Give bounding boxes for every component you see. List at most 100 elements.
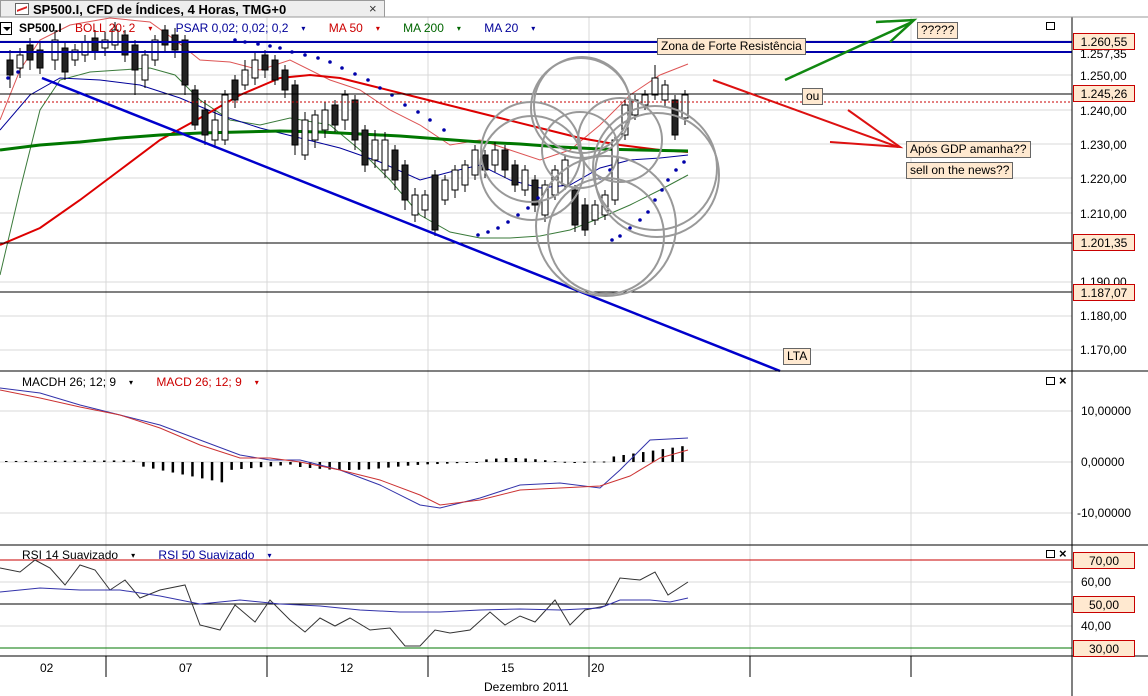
candle-body: [591, 204, 599, 221]
candle-body: [441, 179, 449, 201]
candle-body: [261, 54, 269, 71]
candle-body: [151, 39, 159, 61]
candle-body: [181, 39, 189, 86]
arrow-up-line: [784, 20, 913, 82]
psar-dot: [526, 206, 530, 210]
price-axis-partial-tick: 1.257,35: [1080, 47, 1127, 61]
price-axis-tick: 1.170,00: [1080, 343, 1127, 357]
question-label[interactable]: ?????: [917, 22, 959, 39]
psar-dot: [6, 76, 10, 80]
candle-body: [351, 99, 359, 141]
candle-body: [341, 94, 349, 121]
legend-psar[interactable]: PSAR 0,02; 0,02; 0,2 ▾: [175, 21, 306, 35]
candle-body: [521, 169, 529, 191]
macd-histogram-bar: [651, 450, 655, 462]
macd-pane-close-icon[interactable]: ×: [1059, 373, 1067, 388]
macd-histogram-bar: [24, 460, 28, 462]
candle-body: [531, 179, 539, 206]
psar-dot: [16, 70, 20, 74]
psar-dot: [340, 66, 344, 70]
legend-symbol[interactable]: SP500.I: [19, 21, 62, 35]
macd-histogram-bar: [250, 462, 253, 469]
candle-body: [331, 104, 339, 126]
close-icon[interactable]: ×: [369, 1, 377, 16]
legend-rsi50[interactable]: RSI 50 Suavizado ▾: [158, 548, 272, 562]
sell-news-label[interactable]: sell on the news??: [906, 162, 1014, 179]
psar-dot: [476, 233, 480, 237]
pane-frames: [0, 16, 1148, 696]
macd-histogram-bar: [73, 460, 77, 462]
macd-axis-tick: -10,00000: [1077, 506, 1132, 520]
time-axis-month: Dezembro 2011: [484, 680, 569, 694]
psar-dot: [674, 168, 678, 172]
macd-histogram-bar: [161, 462, 165, 471]
or-label[interactable]: ou: [802, 88, 824, 105]
candle-body: [571, 189, 579, 226]
symbol-selector-icon[interactable]: [0, 22, 12, 35]
candle-body: [501, 149, 509, 171]
macd-signal-line: [0, 387, 689, 509]
ma200-line: [0, 129, 689, 153]
macd-histogram-bar: [357, 462, 361, 470]
time-axis-tick: 07: [179, 661, 193, 675]
macd-line: [0, 389, 689, 506]
psar-dot: [660, 188, 664, 192]
legend-macdh[interactable]: MACDH 26; 12; 9 ▾: [22, 375, 134, 389]
legend-rsi14[interactable]: RSI 14 Suavizado ▾: [22, 548, 136, 562]
macd-histogram-bar: [259, 462, 263, 468]
psar-dot: [416, 110, 420, 114]
macd-histogram-bar: [553, 461, 557, 463]
legend-ma20[interactable]: MA 20 ▾: [484, 21, 536, 35]
rsi50-line: [0, 587, 689, 613]
macd-histogram-bar: [289, 462, 292, 465]
candle-body: [421, 194, 429, 211]
psar-dot: [506, 220, 510, 224]
legend-ma200[interactable]: MA 200 ▾: [403, 21, 461, 35]
highlight-circle: [535, 155, 677, 297]
macd-histogram-bar: [465, 462, 469, 463]
price-level-box: 1.260,55: [1073, 33, 1135, 50]
candle-body: [221, 94, 229, 141]
psar-dot: [303, 53, 307, 57]
candle-body: [121, 34, 129, 56]
resistance-zone-label[interactable]: Zona de Forte Resistência: [657, 38, 806, 55]
rsi-pane-maximize-icon[interactable]: [1046, 550, 1055, 558]
macd-histogram-bar: [308, 462, 312, 468]
macd-histogram-bar: [485, 459, 488, 462]
rsi-pane-close-icon[interactable]: ×: [1059, 546, 1067, 561]
legend-boll[interactable]: BOLL 20; 2 ▾: [75, 21, 153, 35]
psar-dot: [496, 226, 500, 230]
candle-body: [61, 47, 69, 73]
candle-body: [431, 174, 439, 231]
psar-dot: [328, 60, 332, 64]
macd-pane-maximize-icon[interactable]: [1046, 377, 1055, 385]
gdp-question-label[interactable]: Após GDP amanha??: [906, 141, 1031, 158]
trendline-label[interactable]: LTA: [783, 348, 812, 365]
macd-histogram-bar: [142, 462, 145, 467]
time-axis-tick: 20: [591, 661, 605, 675]
macd-histogram-bar: [534, 459, 537, 462]
chart-icon: [15, 3, 29, 15]
macd-histogram-bar: [622, 454, 625, 462]
legend-macd[interactable]: MACD 26; 12; 9 ▾: [156, 375, 259, 389]
psar-dot: [638, 218, 642, 222]
macd-histogram-bar: [593, 461, 596, 463]
macd-histogram-bar: [132, 460, 135, 462]
highlight-circle: [592, 105, 718, 231]
candle-body: [191, 89, 199, 126]
chart-title-tab[interactable]: SP500.I, CFD de Índices, 4 Horas, TMG+0 …: [0, 0, 385, 17]
candle-body: [381, 139, 389, 171]
macd-histogram-bar: [632, 453, 635, 462]
rsi-level-box: 30,00: [1073, 640, 1135, 657]
macd-plot: [0, 387, 689, 509]
candle-body: [561, 159, 569, 186]
psar-dot: [682, 160, 686, 164]
psar-dot: [610, 238, 614, 242]
arrow-down-head: [829, 109, 904, 149]
price-pane-maximize-icon[interactable]: [1046, 22, 1055, 30]
candle-body: [291, 84, 299, 146]
macd-histogram-bar: [54, 460, 57, 462]
macd-histogram-bar: [681, 446, 684, 462]
legend-ma50[interactable]: MA 50 ▾: [328, 21, 380, 35]
